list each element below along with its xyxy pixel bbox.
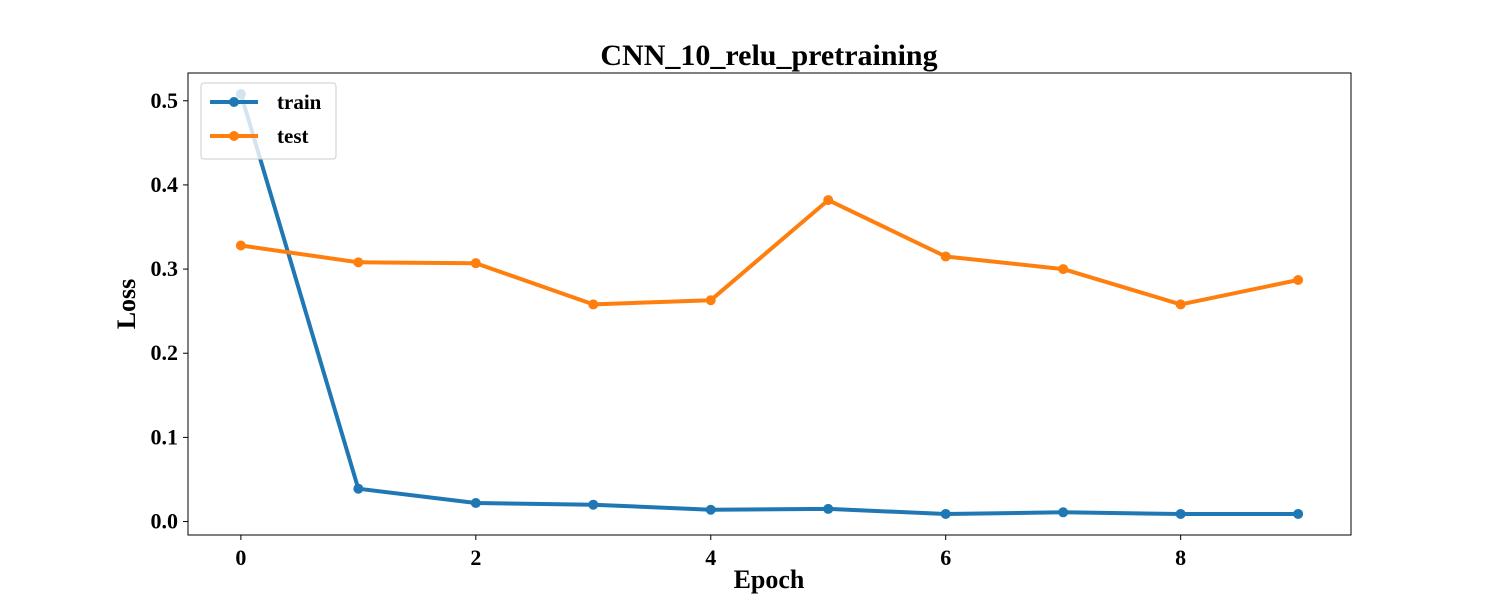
- train-legend-marker: [229, 97, 239, 107]
- y-axis-label: Loss: [112, 279, 141, 330]
- test-legend-label: test: [277, 124, 308, 148]
- train-point: [353, 483, 364, 494]
- train-point: [1058, 507, 1069, 518]
- x-tick-label: 8: [1175, 545, 1186, 570]
- train-point: [470, 498, 481, 509]
- test-point: [235, 240, 246, 251]
- plot-frame: [187, 72, 1352, 536]
- train-legend-label: train: [277, 90, 322, 114]
- test-point: [588, 299, 599, 310]
- test-point: [1058, 264, 1069, 275]
- chart-title: CNN_10_relu_pretraining: [600, 39, 937, 72]
- x-axis-label: Epoch: [734, 565, 805, 594]
- x-tick-label: 2: [470, 545, 481, 570]
- test-point: [705, 295, 716, 306]
- test-point: [353, 257, 364, 268]
- test-point: [470, 258, 481, 269]
- train-point: [1293, 508, 1304, 519]
- test-point: [1175, 299, 1186, 310]
- test-line: [238, 198, 1301, 307]
- legend: train test: [200, 82, 337, 160]
- train-point: [823, 503, 834, 514]
- train-line: [238, 92, 1301, 516]
- test-point: [940, 251, 951, 262]
- x-tick-label: 0: [235, 545, 246, 570]
- y-tick-label: 0.2: [151, 340, 179, 365]
- y-tick-label: 0.5: [151, 88, 179, 113]
- test-point: [1293, 275, 1304, 286]
- series-layer: [235, 89, 1304, 519]
- y-tick-label: 0.4: [151, 172, 179, 197]
- y-tick-label: 0.3: [151, 256, 179, 281]
- x-tick-label: 6: [940, 545, 951, 570]
- y-axis-ticks: 0.0 0.1 0.2 0.3 0.4 0.5: [151, 88, 188, 534]
- train-point: [1175, 508, 1186, 519]
- x-axis-ticks: 0 2 4 6 8: [235, 535, 1186, 570]
- plot-area: [187, 72, 1352, 536]
- train-point: [940, 508, 951, 519]
- x-tick-label: 4: [705, 545, 716, 570]
- train-point: [588, 499, 599, 510]
- y-tick-label: 0.0: [151, 509, 179, 534]
- train-point: [705, 504, 716, 515]
- test-point: [823, 195, 834, 206]
- y-tick-label: 0.1: [151, 424, 179, 449]
- test-legend-marker: [229, 131, 239, 141]
- series-test: [235, 195, 1304, 310]
